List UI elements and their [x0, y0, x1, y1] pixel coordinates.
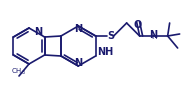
Text: N: N — [34, 27, 43, 37]
Text: N: N — [74, 58, 82, 68]
Text: O: O — [133, 20, 142, 30]
Text: CH$_3$: CH$_3$ — [11, 67, 25, 77]
Text: N: N — [150, 30, 158, 40]
Text: H: H — [151, 32, 157, 41]
Text: N: N — [74, 24, 82, 34]
Text: S: S — [108, 31, 115, 41]
Text: NH: NH — [97, 47, 113, 57]
